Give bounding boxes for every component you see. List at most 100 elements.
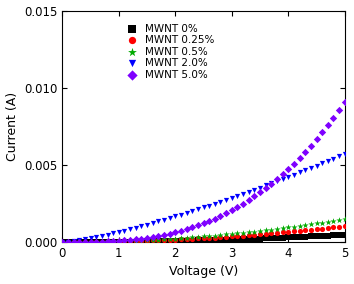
MWNT 0.5% [189,235,195,240]
MWNT 0.25% [65,240,71,244]
MWNT 0% [71,240,76,244]
MWNT 0.25% [167,238,172,242]
MWNT 0.5% [76,240,82,244]
MWNT 0% [223,237,229,242]
MWNT 0.25% [155,238,161,243]
MWNT 0.5% [172,236,178,241]
MWNT 0.25% [291,229,297,234]
MWNT 2.0% [172,214,178,219]
MWNT 0% [172,239,178,243]
MWNT 0.5% [71,240,76,244]
MWNT 2.0% [88,236,93,240]
MWNT 0.5% [280,226,285,231]
MWNT 5.0% [252,194,257,199]
MWNT 5.0% [308,143,314,148]
MWNT 0.5% [212,233,218,238]
MWNT 5.0% [76,240,82,244]
MWNT 2.0% [297,170,302,175]
MWNT 5.0% [201,221,206,225]
MWNT 0.5% [252,229,257,234]
MWNT 0.25% [82,240,88,244]
MWNT 0% [105,240,110,244]
MWNT 0.25% [116,239,122,244]
MWNT 2.0% [99,233,105,238]
MWNT 0.5% [195,235,201,239]
MWNT 2.0% [150,221,155,225]
MWNT 2.0% [302,168,308,172]
MWNT 0.5% [331,219,336,223]
MWNT 0.25% [206,236,212,240]
MWNT 5.0% [302,150,308,154]
MWNT 0% [297,235,302,239]
MWNT 0.25% [240,233,246,238]
MWNT 0% [314,234,319,239]
MWNT 0% [82,240,88,244]
MWNT 0.25% [133,239,139,243]
MWNT 5.0% [133,237,139,241]
MWNT 0.5% [274,227,280,231]
MWNT 0% [189,238,195,243]
MWNT 0.5% [235,231,240,236]
MWNT 0% [252,237,257,241]
MWNT 0.5% [99,239,105,244]
MWNT 0.5% [206,234,212,238]
MWNT 0.5% [82,240,88,244]
MWNT 2.0% [189,209,195,213]
MWNT 5.0% [122,238,127,243]
MWNT 2.0% [252,187,257,192]
MWNT 0.25% [308,227,314,232]
MWNT 5.0% [240,201,246,206]
MWNT 5.0% [116,239,122,243]
MWNT 0% [319,234,325,238]
MWNT 0.25% [297,229,302,233]
MWNT 5.0% [212,216,218,221]
MWNT 0.5% [240,231,246,235]
MWNT 0.25% [161,238,167,242]
MWNT 5.0% [218,214,223,218]
MWNT 5.0% [235,205,240,209]
MWNT 2.0% [155,219,161,224]
MWNT 2.0% [122,228,127,233]
MWNT 0.5% [133,238,139,243]
MWNT 0% [218,238,223,242]
MWNT 0.5% [336,218,342,222]
MWNT 0% [65,240,71,244]
MWNT 0.25% [331,225,336,230]
MWNT 0% [99,240,105,244]
MWNT 0% [257,236,263,241]
MWNT 0.25% [144,238,150,243]
MWNT 0% [235,237,240,242]
MWNT 2.0% [240,191,246,196]
MWNT 2.0% [280,177,285,181]
MWNT 5.0% [229,208,235,212]
MWNT 0.5% [127,239,133,243]
MWNT 5.0% [65,240,71,244]
MWNT 0.25% [285,230,291,234]
MWNT 0% [325,233,331,238]
MWNT 0.25% [229,234,235,239]
X-axis label: Voltage (V): Voltage (V) [169,266,238,278]
MWNT 0.5% [161,237,167,241]
MWNT 0.25% [263,232,269,236]
MWNT 0.25% [218,235,223,239]
MWNT 0.25% [189,237,195,241]
MWNT 0.5% [65,240,71,244]
MWNT 2.0% [325,159,331,163]
MWNT 2.0% [331,156,336,161]
MWNT 2.0% [138,224,144,229]
MWNT 5.0% [71,240,76,244]
MWNT 0% [138,239,144,244]
MWNT 0.5% [291,224,297,229]
MWNT 0.5% [285,225,291,230]
MWNT 0.5% [257,229,263,233]
MWNT 2.0% [257,185,263,190]
MWNT 0.25% [71,240,76,244]
MWNT 0.25% [93,239,99,244]
MWNT 0% [342,233,348,237]
MWNT 0.25% [246,233,252,237]
MWNT 0% [116,239,122,244]
MWNT 5.0% [105,239,110,244]
MWNT 5.0% [325,123,331,128]
MWNT 5.0% [184,227,189,231]
MWNT 5.0% [336,108,342,113]
